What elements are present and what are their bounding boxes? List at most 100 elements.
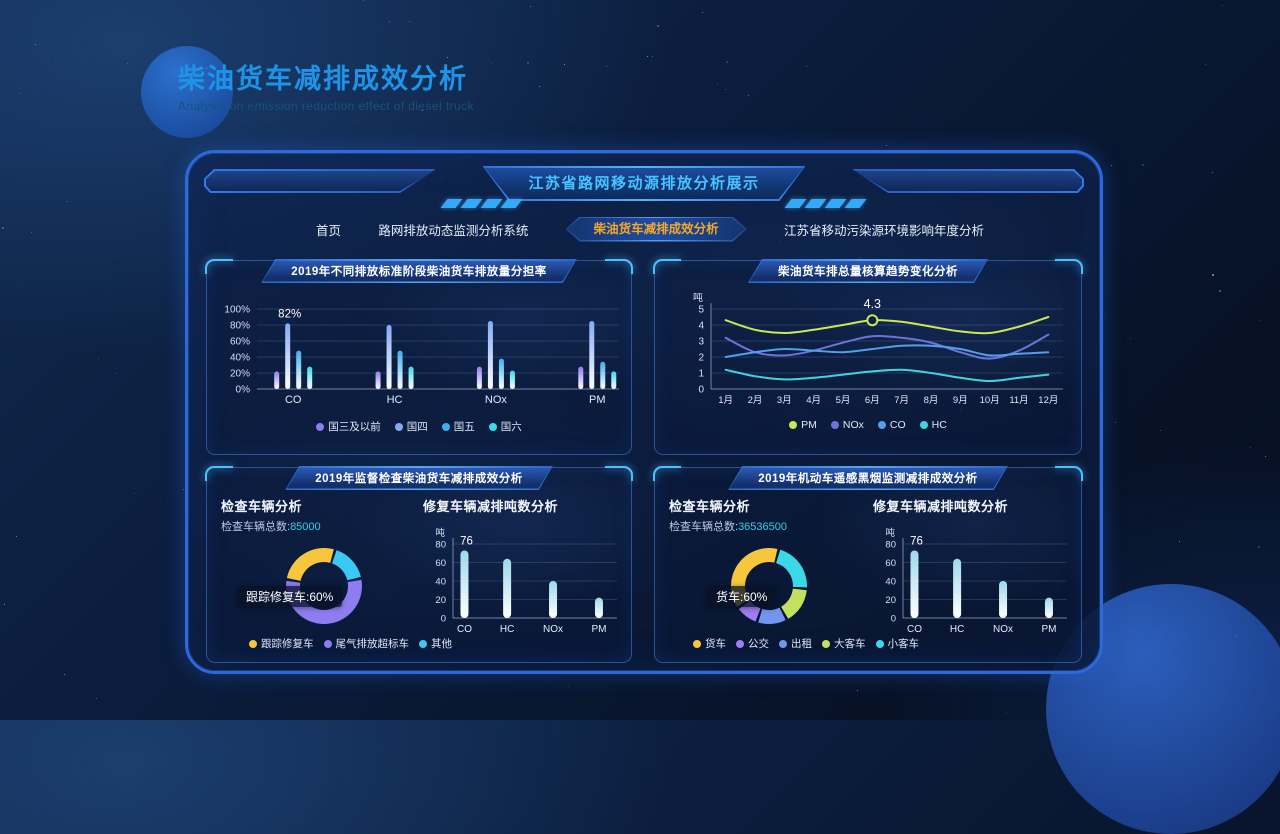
svg-text:40%: 40% xyxy=(230,353,250,364)
header-wing-left xyxy=(204,169,436,193)
dashboard-title: 江苏省路网移动源排放分析展示 xyxy=(528,175,760,192)
svg-text:80: 80 xyxy=(435,540,446,551)
nav-item-diesel-truck-active[interactable]: 柴油货车减排成效分析 xyxy=(566,217,747,242)
svg-text:60: 60 xyxy=(885,558,896,569)
legend-item[interactable]: 其他 xyxy=(419,636,452,651)
repaired-tons-bar-chart: 0 20 40 60 80吨 CO HC NOx PM 76 xyxy=(435,527,617,635)
svg-text:1: 1 xyxy=(698,369,704,380)
legend-label: 大客车 xyxy=(834,638,866,650)
svg-text:10月: 10月 xyxy=(980,395,1000,406)
svg-text:NOx: NOx xyxy=(543,624,563,635)
svg-text:HC: HC xyxy=(387,394,403,406)
legend-dot xyxy=(441,422,450,431)
legend-item[interactable]: 出租 xyxy=(779,636,812,651)
legend-item[interactable]: 国六 xyxy=(488,419,522,434)
legend-label: PM xyxy=(801,419,817,431)
hatch-stripes-right xyxy=(784,199,867,208)
nav-item-road-network-system[interactable]: 路网排放动态监测分析系统 xyxy=(378,223,529,238)
legend-dot xyxy=(830,421,839,429)
panel-supervision: 2019年监督检查柴油货车减排成效分析 检查车辆分析 检查车辆总数:85000 … xyxy=(206,467,632,663)
legend-item[interactable]: 尾气排放超标车 xyxy=(323,636,410,651)
legend-dot xyxy=(877,421,886,429)
legend-dot xyxy=(875,639,884,648)
svg-text:20: 20 xyxy=(435,595,446,606)
svg-text:0: 0 xyxy=(441,614,446,625)
legend-label: 跟踪修复车 xyxy=(261,638,314,650)
legend-label: CO xyxy=(889,419,906,431)
subtitle-repaired-tons: 修复车辆减排吨数分析 xyxy=(873,499,1009,514)
legend-trend: PM NOx CO HC xyxy=(655,419,1081,431)
legend-item[interactable]: NOx xyxy=(830,419,864,431)
legend-vehicle-types: 货车 公交 出租 大客车 小客车 xyxy=(661,636,951,651)
legend-item[interactable]: 国三及以前 xyxy=(316,419,381,434)
svg-text:40: 40 xyxy=(885,577,896,588)
decorative-circle-top-left xyxy=(141,46,233,138)
legend-dot xyxy=(789,421,798,429)
legend-label: 尾气排放超标车 xyxy=(335,638,410,650)
svg-text:4.3: 4.3 xyxy=(864,297,881,311)
inspected-total: 检查车辆总数:85000 xyxy=(221,521,321,533)
grouped-bar-chart: 0% 20% 40% 60% 80% 100% CO HC NOx PM 82% xyxy=(224,305,619,406)
legend-dot xyxy=(822,639,830,648)
svg-text:76: 76 xyxy=(910,535,923,547)
svg-text:吨: 吨 xyxy=(693,293,703,304)
svg-text:76: 76 xyxy=(460,535,473,547)
trend-line-chart: 0 1 2 3 4 5吨 1月 2月 3月 4月 5月 6月 7月 8月 9月 10月 11月 12月 4.3 xyxy=(693,293,1063,406)
subtitle-inspected-vehicles: 检查车辆分析 xyxy=(669,499,751,514)
legend-label: 国四 xyxy=(406,421,428,433)
legend-item[interactable]: 货车 xyxy=(693,636,726,651)
svg-text:20: 20 xyxy=(885,595,896,606)
legend-item[interactable]: CO xyxy=(877,419,906,431)
legend-label: NOx xyxy=(842,419,864,431)
panel-emission-share-banner: 2019年不同排放标准阶段柴油货车排放量分担率 xyxy=(261,259,577,283)
donut-tooltip: 货车:60% xyxy=(707,586,777,607)
legend-dot xyxy=(394,422,403,431)
dashboard-frame: 江苏省路网移动源排放分析展示 首页 路网排放动态监测分析系统 柴油货车减排成效分… xyxy=(185,150,1103,674)
legend-dot xyxy=(249,639,257,648)
legend-supervision-donut: 跟踪修复车 尾气排放超标车 其他 xyxy=(213,636,488,651)
nav-item-home[interactable]: 首页 xyxy=(316,223,342,238)
legend-label: HC xyxy=(931,419,947,431)
svg-text:1月: 1月 xyxy=(718,395,733,406)
legend-item[interactable]: 公交 xyxy=(736,636,769,651)
dashboard-title-banner: 江苏省路网移动源排放分析展示 xyxy=(482,166,805,201)
svg-text:80%: 80% xyxy=(230,321,250,332)
legend-item[interactable]: 国四 xyxy=(394,419,428,434)
legend-label: 小客车 xyxy=(887,638,920,650)
svg-text:3: 3 xyxy=(698,337,704,348)
legend-item[interactable]: HC xyxy=(919,419,947,431)
svg-text:7月: 7月 xyxy=(894,395,909,406)
svg-text:2: 2 xyxy=(698,353,704,364)
repaired-tons-bar-chart: 0 20 40 60 80吨 CO HC NOx PM 76 xyxy=(885,527,1067,635)
svg-text:CO: CO xyxy=(907,624,922,635)
svg-text:12月: 12月 xyxy=(1038,395,1058,406)
page-subtitle: Analysis on emission reduction effect of… xyxy=(178,99,474,113)
legend-item[interactable]: 国五 xyxy=(441,419,475,434)
svg-text:NOx: NOx xyxy=(485,394,508,406)
legend-label: 国五 xyxy=(453,421,475,433)
legend-label: 其他 xyxy=(431,638,452,650)
svg-text:40: 40 xyxy=(435,577,446,588)
svg-text:60%: 60% xyxy=(230,337,250,348)
legend-item[interactable]: PM xyxy=(789,419,817,431)
legend-item[interactable]: 小客车 xyxy=(875,636,920,651)
page-title: 柴油货车减排成效分析 xyxy=(178,64,468,94)
svg-text:80: 80 xyxy=(885,540,896,551)
svg-text:2月: 2月 xyxy=(748,395,763,406)
svg-text:5月: 5月 xyxy=(836,395,851,406)
svg-text:吨: 吨 xyxy=(435,527,445,539)
panel-trend: 柴油货车排总量核算趋势变化分析 0 1 2 3 4 5 吨 1月 2月 3月 4月 5月 6月 7月 8月 9… xyxy=(654,260,1082,455)
svg-text:9月: 9月 xyxy=(953,395,968,406)
svg-text:0: 0 xyxy=(698,385,704,396)
svg-text:8月: 8月 xyxy=(924,395,939,406)
svg-text:82%: 82% xyxy=(278,308,301,320)
legend-item[interactable]: 大客车 xyxy=(822,636,866,651)
nav-item-annual-analysis[interactable]: 江苏省移动污染源环境影响年度分析 xyxy=(783,223,984,238)
svg-text:吨: 吨 xyxy=(885,527,895,539)
svg-text:PM: PM xyxy=(589,394,606,406)
legend-item[interactable]: 跟踪修复车 xyxy=(249,636,314,651)
legend-dot xyxy=(736,639,744,648)
svg-text:4: 4 xyxy=(698,321,704,332)
svg-text:HC: HC xyxy=(500,624,514,635)
svg-text:6月: 6月 xyxy=(865,395,880,406)
